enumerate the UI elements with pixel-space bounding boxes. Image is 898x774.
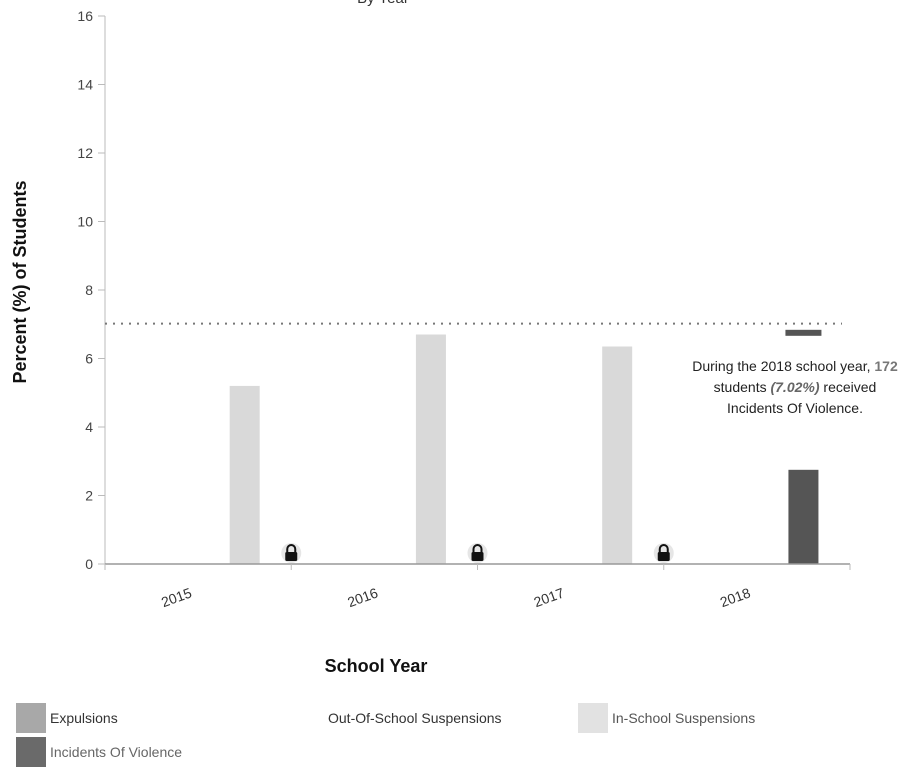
legend-item-expulsions[interactable]: Expulsions (16, 703, 118, 733)
y-tick-label: 16 (77, 8, 93, 24)
legend-label-out-of-school: Out-Of-School Suspensions (328, 710, 502, 726)
lock-icon (467, 543, 488, 563)
legend-item-out-of-school[interactable]: Out-Of-School Suspensions (328, 710, 502, 726)
bar[interactable] (415, 334, 446, 564)
annotation-middle: students (713, 379, 767, 395)
y-tick-label: 10 (77, 214, 93, 230)
bar[interactable] (788, 469, 819, 564)
annotation-percent: (7.02%) (770, 379, 820, 395)
legend-label-violence: Incidents Of Violence (50, 744, 183, 760)
annotation-count: 172 (874, 358, 898, 374)
x-tick-label: 2016 (345, 584, 380, 610)
x-tick-label: 2017 (532, 584, 567, 610)
annotation-prefix: During the 2018 school year, (692, 358, 871, 374)
legend-swatch-expulsions (16, 703, 46, 733)
y-tick-label: 14 (77, 77, 93, 93)
x-tick-label: 2015 (159, 584, 194, 610)
legend-swatch-in-school (578, 703, 608, 733)
legend-label-expulsions: Expulsions (50, 710, 118, 726)
y-tick-label: 0 (85, 556, 93, 572)
annotation-callout: During the 2018 school year, 172 student… (690, 356, 898, 419)
legend-item-violence[interactable]: Incidents Of Violence (16, 737, 182, 767)
annotation-suffix: received Incidents Of Violence. (727, 379, 877, 416)
lock-icon (653, 543, 674, 563)
chart-title: By Year (357, 0, 409, 7)
bar[interactable] (229, 385, 260, 564)
y-tick-label: 8 (85, 282, 93, 298)
y-tick-label: 6 (85, 351, 93, 367)
reference-marker (785, 329, 822, 336)
y-tick-label: 12 (77, 145, 93, 161)
y-axis-title: Percent (%) of Students (10, 180, 30, 383)
legend-label-in-school: In-School Suspensions (612, 710, 756, 726)
legend-item-in-school[interactable]: In-School Suspensions (578, 703, 755, 733)
lock-icon (281, 543, 302, 563)
x-tick-label: 2018 (718, 584, 753, 610)
y-tick-label: 4 (85, 419, 93, 435)
legend-swatch-violence (16, 737, 46, 767)
x-axis-title: School Year (325, 656, 428, 676)
bar[interactable] (602, 346, 633, 564)
y-tick-label: 2 (85, 488, 93, 504)
